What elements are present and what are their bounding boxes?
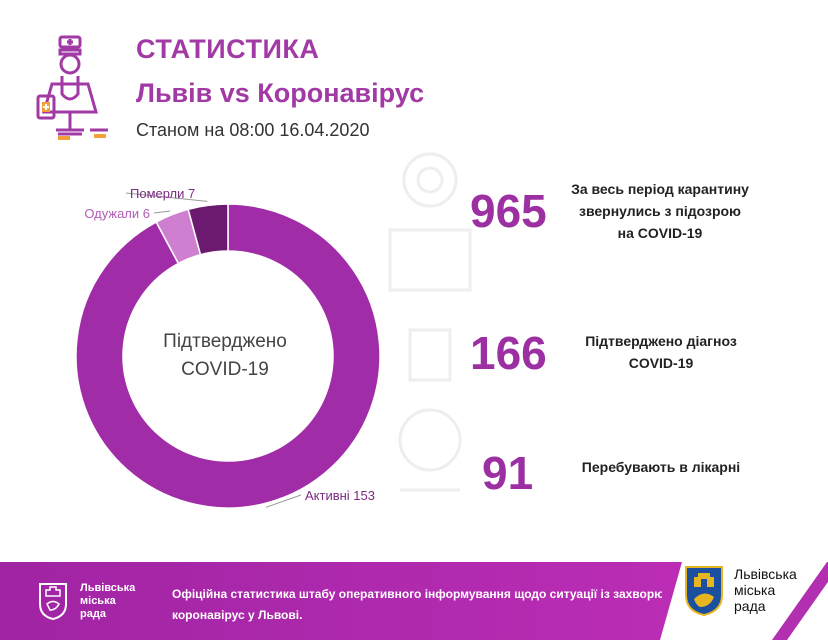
donut-leader-2	[125, 192, 208, 202]
footer-org-big-line3: рада	[734, 598, 766, 614]
footer-description: Офіційна статистика штабу оперативного і…	[172, 584, 662, 626]
chart-center-label: Підтверджено COVID-19	[130, 328, 320, 384]
lviv-crest-icon	[685, 566, 723, 617]
donut-slice-0	[75, 203, 381, 509]
stat-number-suspected: 965	[470, 185, 547, 237]
stat-number-hospitalized: 91	[482, 447, 534, 499]
footer-org-small-line2: міська	[80, 595, 116, 607]
footer-org-small-line3: рада	[80, 608, 106, 620]
footer-org-big-line1: Львівська	[734, 566, 797, 582]
stat-text-confirmed: Підтверджено діагноз COVID-19	[566, 330, 756, 374]
footer-org-name: Львівська міська рада	[734, 566, 797, 614]
footer-text-line2: коронавірус у Львові.	[172, 608, 303, 622]
footer-org-name-small: Львівська міська рада	[80, 582, 135, 621]
stat-number-confirmed: 166	[470, 327, 547, 379]
stat-text-suspected-line3: на COVID-19	[617, 225, 703, 241]
page-subtitle: Львів vs Коронавірус	[136, 78, 425, 108]
chart-center-label-line1: Підтверджено	[163, 331, 287, 352]
footer-org-big-line2: міська	[734, 582, 776, 598]
chart-center-label-line2: COVID-19	[181, 359, 269, 380]
as-of-timestamp: Станом на 08:00 16.04.2020	[136, 120, 370, 140]
donut-label-2: Померли 7	[130, 186, 195, 201]
footer-text-line1: Офіційна статистика штабу оперативного і…	[172, 587, 662, 601]
stat-text-hospitalized: Перебувають в лікарні	[566, 456, 756, 478]
virus-watermark-icon	[388, 152, 472, 492]
stat-text-confirmed-line1: Підтверджено діагноз	[585, 333, 737, 349]
donut-label-1: Одужали 6	[84, 206, 150, 221]
doctor-icon	[36, 35, 108, 140]
stat-text-hospitalized-line1: Перебувають в лікарні	[581, 459, 741, 475]
donut-chart: Активні 153 Одужали 6 Померли 7	[75, 186, 381, 509]
page-title: СТАТИСТИКА	[136, 34, 320, 64]
stat-text-confirmed-line2: COVID-19	[628, 355, 694, 371]
donut-leader-0	[265, 494, 302, 508]
footer-org-small-line1: Львівська	[80, 582, 136, 594]
donut-label-0: Активні 153	[305, 488, 375, 503]
stat-text-suspected-line2: звернулись з підозрою	[578, 203, 742, 219]
stat-text-suspected: За весь період карантину звернулись з пі…	[560, 178, 760, 244]
lviv-crest-outline-icon	[39, 583, 67, 620]
stat-text-suspected-line1: За весь період карантину	[571, 181, 749, 197]
donut-leader-1	[153, 210, 171, 214]
donut-slice-2	[187, 203, 229, 256]
